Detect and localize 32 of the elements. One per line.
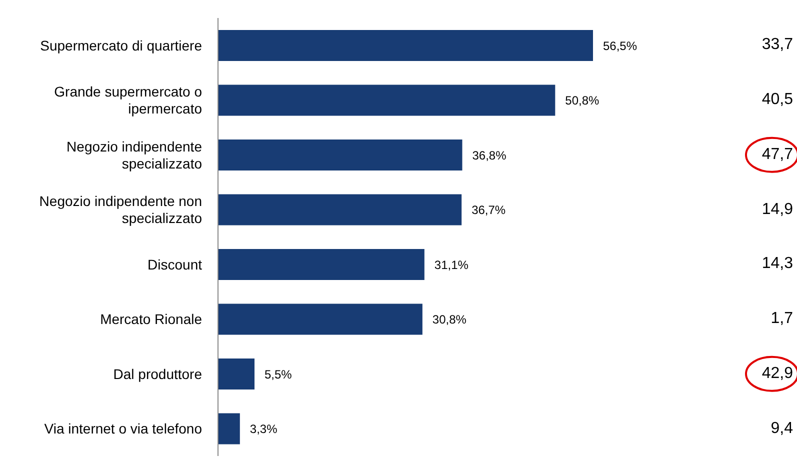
text: 47,7: [760, 144, 793, 165]
bar: [218, 358, 255, 390]
data-label: 31,1%: [434, 258, 469, 272]
y-tick-label: Supermercato di quartiere: [40, 37, 202, 54]
text: 9,4: [770, 418, 793, 439]
bar: [218, 140, 462, 171]
text: 42,9: [760, 364, 793, 384]
data-label: 56,5%: [603, 38, 638, 53]
bar: [218, 249, 424, 280]
data-label: 5,5%: [264, 367, 292, 382]
data-label: 36,8%: [472, 148, 507, 162]
data-label: 3,3%: [250, 422, 278, 436]
data-label: 50,8%: [565, 94, 600, 108]
text: 40,5: [760, 90, 793, 110]
y-tick-label: Grande supermercato o ipermercato: [54, 84, 202, 117]
y-tick-label: Negozio indipendente non specializzato: [39, 193, 202, 226]
y-tick-label: Via internet o via telefono: [44, 420, 202, 437]
bar: [218, 194, 462, 226]
y-tick-label: Negozio indipendente specializzato: [66, 138, 202, 172]
data-label: 30,8%: [432, 312, 467, 327]
bar: [218, 413, 240, 444]
text: 1,7: [770, 309, 793, 330]
y-tick-label: Dal produttore: [113, 366, 202, 382]
y-tick-label: Mercato Rionale: [100, 311, 202, 328]
y-tick-label: Discount: [148, 256, 202, 272]
data-label: 36,7%: [472, 203, 506, 218]
text: 14,9: [760, 200, 793, 220]
text: 14,3: [760, 254, 793, 274]
bar: [218, 84, 556, 116]
bar: [218, 30, 593, 62]
bar: [218, 304, 422, 335]
text: 33,7: [760, 35, 793, 56]
